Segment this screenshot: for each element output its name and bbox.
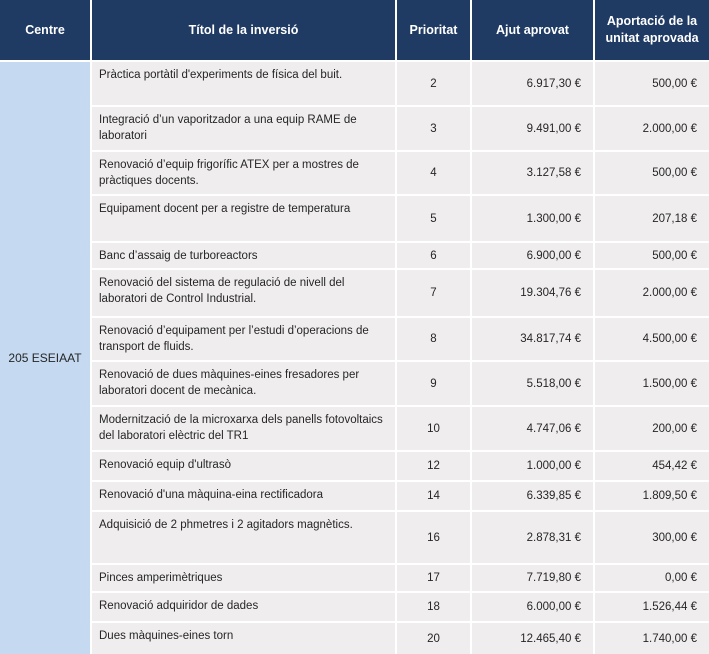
investment-title-cell: Renovació de dues màquines-eines fresado…	[92, 362, 395, 405]
investment-title-cell: Modernització de la microxarxa dels pane…	[92, 407, 395, 450]
priority-cell: 10	[397, 407, 470, 450]
priority-cell: 5	[397, 196, 470, 241]
contribution-amount-cell: 500,00 €	[595, 243, 709, 268]
investment-title-cell: Renovació d'una màquina-eina rectificado…	[92, 482, 395, 510]
priority-cell: 14	[397, 482, 470, 510]
investment-title-cell: Equipament docent per a registre de temp…	[92, 196, 395, 241]
grant-amount-cell: 6.917,30 €	[472, 62, 593, 105]
priority-cell: 17	[397, 565, 470, 591]
investment-title-cell: Renovació del sistema de regulació de ni…	[92, 270, 395, 316]
header-priority: Prioritat	[397, 0, 470, 60]
header-grant-approved: Ajut aprovat	[472, 0, 593, 60]
grant-amount-cell: 6.900,00 €	[472, 243, 593, 268]
investment-title-cell: Adquisició de 2 phmetres i 2 agitadors m…	[92, 512, 395, 563]
header-investment-title: Títol de la inversió	[92, 0, 395, 60]
contribution-amount-cell: 0,00 €	[595, 565, 709, 591]
contribution-amount-cell: 1.809,50 €	[595, 482, 709, 510]
investment-title-cell: Renovació d’equipament per l’estudi d’op…	[92, 318, 395, 360]
investment-title-cell: Integració d’un vaporitzador a una equip…	[92, 107, 395, 150]
priority-cell: 7	[397, 270, 470, 316]
grant-amount-cell: 4.747,06 €	[472, 407, 593, 450]
priority-cell: 12	[397, 452, 470, 480]
contribution-amount-cell: 1.740,00 €	[595, 623, 709, 654]
grant-amount-cell: 19.304,76 €	[472, 270, 593, 316]
priority-cell: 18	[397, 593, 470, 621]
contribution-amount-cell: 500,00 €	[595, 62, 709, 105]
priority-cell: 16	[397, 512, 470, 563]
investment-title-cell: Pràctica portàtil d'experiments de físic…	[92, 62, 395, 105]
header-unit-contribution: Aportació de la unitat aprovada	[595, 0, 709, 60]
grant-amount-cell: 1.300,00 €	[472, 196, 593, 241]
grant-amount-cell: 9.491,00 €	[472, 107, 593, 150]
contribution-amount-cell: 1.500,00 €	[595, 362, 709, 405]
investment-title-cell: Banc d’assaig de turboreactors	[92, 243, 395, 268]
contribution-amount-cell: 2.000,00 €	[595, 107, 709, 150]
centre-merged-cell: 205 ESEIAAT	[0, 62, 90, 654]
contribution-amount-cell: 500,00 €	[595, 152, 709, 194]
investment-title-cell: Renovació equip d'ultrasò	[92, 452, 395, 480]
grant-amount-cell: 2.878,31 €	[472, 512, 593, 563]
priority-cell: 3	[397, 107, 470, 150]
contribution-amount-cell: 300,00 €	[595, 512, 709, 563]
investment-title-cell: Dues màquines-eines torn	[92, 623, 395, 654]
contribution-amount-cell: 200,00 €	[595, 407, 709, 450]
contribution-amount-cell: 4.500,00 €	[595, 318, 709, 360]
grant-amount-cell: 5.518,00 €	[472, 362, 593, 405]
investment-title-cell: Renovació adquiridor de dades	[92, 593, 395, 621]
grant-amount-cell: 6.339,85 €	[472, 482, 593, 510]
investment-title-cell: Pinces amperimètriques	[92, 565, 395, 591]
contribution-amount-cell: 1.526,44 €	[595, 593, 709, 621]
grant-amount-cell: 7.719,80 €	[472, 565, 593, 591]
grant-amount-cell: 12.465,40 €	[472, 623, 593, 654]
header-centre: Centre	[0, 0, 90, 60]
priority-cell: 6	[397, 243, 470, 268]
priority-cell: 8	[397, 318, 470, 360]
contribution-amount-cell: 2.000,00 €	[595, 270, 709, 316]
grant-amount-cell: 6.000,00 €	[472, 593, 593, 621]
grant-amount-cell: 3.127,58 €	[472, 152, 593, 194]
priority-cell: 4	[397, 152, 470, 194]
grant-amount-cell: 34.817,74 €	[472, 318, 593, 360]
contribution-amount-cell: 207,18 €	[595, 196, 709, 241]
priority-cell: 2	[397, 62, 470, 105]
grant-amount-cell: 1.000,00 €	[472, 452, 593, 480]
contribution-amount-cell: 454,42 €	[595, 452, 709, 480]
priority-cell: 20	[397, 623, 470, 654]
investment-title-cell: Renovació d’equip frigorífic ATEX per a …	[92, 152, 395, 194]
priority-cell: 9	[397, 362, 470, 405]
